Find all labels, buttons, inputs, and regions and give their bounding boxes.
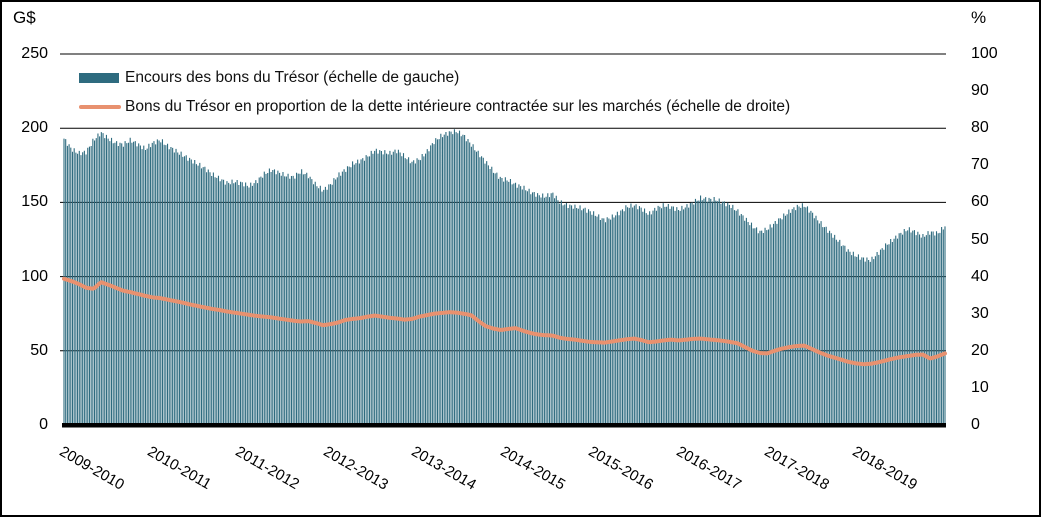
right-axis-unit-label: %	[971, 8, 987, 27]
legend-item-bars: Encours des bons du Trésor (échelle de g…	[79, 68, 790, 88]
line-series	[62, 276, 947, 367]
right-axis-tick-label: 10	[971, 378, 989, 396]
right-axis-tick-label: 0	[971, 416, 980, 433]
left-axis-tick-label: 50	[30, 341, 48, 359]
left-axis-tick-label: 250	[21, 45, 48, 62]
legend-item-line: Bons du Trésor en proportion de la dette…	[79, 97, 790, 117]
legend: Encours des bons du Trésor (échelle de g…	[79, 68, 790, 126]
right-axis-tick-label: 60	[971, 193, 989, 211]
left-axis-tick-label: 0	[39, 416, 48, 433]
right-axis-tick-label: 20	[971, 341, 989, 359]
bar-series-swatch-icon	[79, 73, 119, 83]
right-axis-tick-label: 50	[971, 230, 989, 248]
line-series-label: Bons du Trésor en proportion de la dette…	[125, 98, 791, 115]
right-axis-tick-label: 70	[971, 156, 989, 174]
left-axis-tick-label: 100	[21, 267, 48, 285]
right-axis-tick-label: 100	[971, 45, 998, 62]
right-axis-tick-label: 40	[971, 267, 989, 285]
right-axis-tick-label: 90	[971, 82, 989, 100]
left-axis-unit-label: G$	[13, 8, 36, 27]
right-axis-tick-label: 80	[971, 119, 989, 137]
left-axis-tick-label: 200	[21, 119, 48, 137]
line-series-swatch-icon	[79, 105, 121, 109]
bar-series	[63, 129, 946, 424]
bar-series-label: Encours des bons du Trésor (échelle de g…	[125, 69, 460, 86]
left-axis-tick-label: 150	[21, 193, 48, 211]
x-axis-line	[62, 423, 946, 428]
right-axis-tick-label: 30	[971, 304, 989, 322]
